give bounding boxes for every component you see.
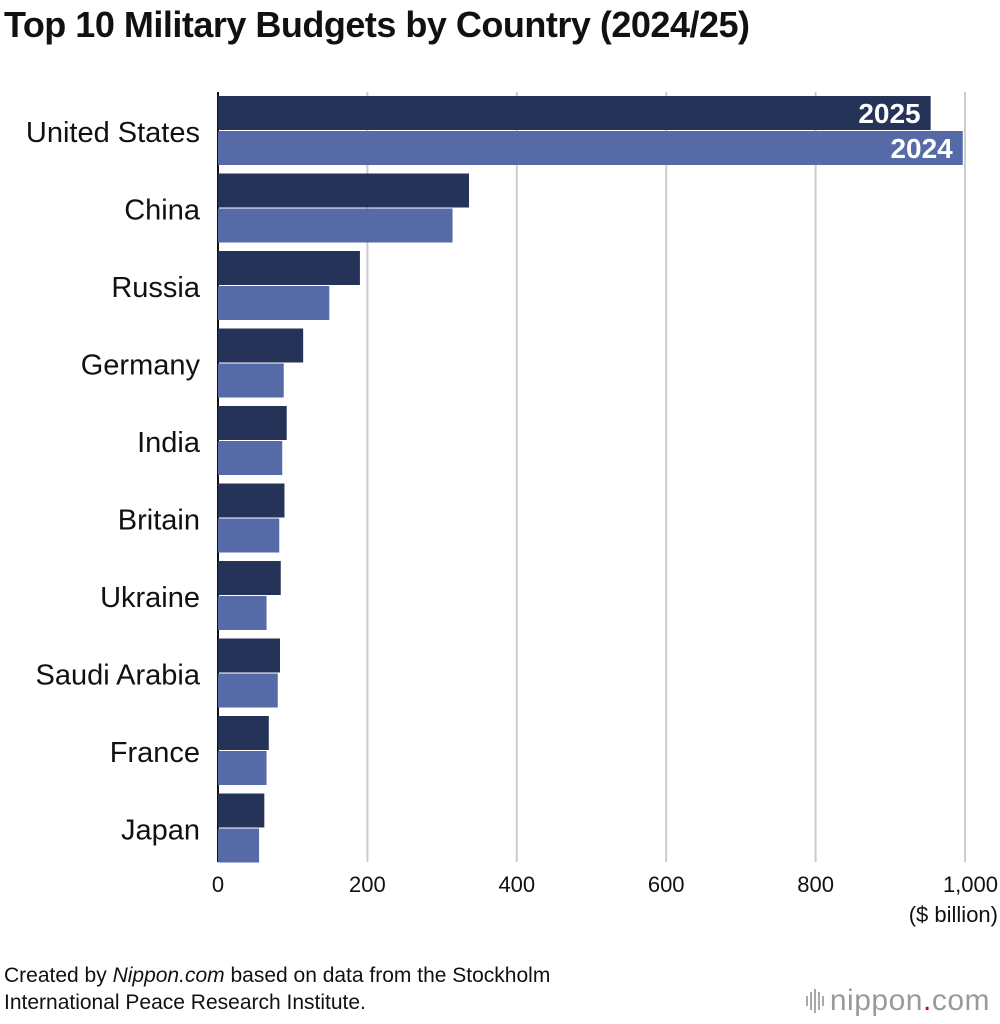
category-label: Japan xyxy=(121,815,200,847)
bar xyxy=(218,406,287,440)
category-label: China xyxy=(124,195,201,227)
bar xyxy=(218,131,963,165)
bar xyxy=(218,673,278,708)
category-label: United States xyxy=(26,117,200,149)
bar xyxy=(218,441,283,475)
source-line1-rest: based on data from the Stockholm xyxy=(224,964,551,987)
chart-title: Top 10 Military Budgets by Country (2024… xyxy=(4,4,750,45)
bar xyxy=(218,716,269,750)
source-brand: Nippon.com xyxy=(112,964,225,987)
x-tick-label: 400 xyxy=(498,872,535,897)
labels: 0 200 400 600 800 1,000 ($ billion) 2025 2024 Uni… xyxy=(26,98,998,927)
category-label: Russia xyxy=(111,272,201,304)
x-axis-label: ($ billion) xyxy=(909,902,998,927)
bar xyxy=(218,286,330,320)
source-note: Created by Nippon.com based on data from… xyxy=(4,962,550,1016)
bars xyxy=(218,96,963,863)
category-label: Britain xyxy=(118,505,200,537)
nippon-logo: nippon.com xyxy=(805,984,990,1018)
category-label: India xyxy=(137,427,201,459)
source-line2: International Peace Research Institute. xyxy=(4,991,366,1014)
bar xyxy=(218,208,453,243)
x-tick-label: 200 xyxy=(349,872,386,897)
bar xyxy=(218,751,267,785)
category-label: Ukraine xyxy=(100,582,200,614)
category-label: Saudi Arabia xyxy=(36,660,201,692)
series-label: 2024 xyxy=(890,133,953,164)
bar xyxy=(218,173,469,208)
bar xyxy=(218,596,267,630)
bar xyxy=(218,483,285,518)
bar xyxy=(218,793,265,828)
category-label: Germany xyxy=(81,350,201,382)
logo-text: nippon.com xyxy=(829,984,990,1017)
category-label: France xyxy=(110,737,200,769)
logo-mark-icon xyxy=(805,989,824,1013)
bar xyxy=(218,96,931,130)
bar xyxy=(218,328,304,363)
x-tick-label: 1,000 xyxy=(943,872,998,897)
x-tick-label: 600 xyxy=(648,872,685,897)
x-tick-label: 800 xyxy=(797,872,834,897)
bar xyxy=(218,518,280,553)
series-label: 2025 xyxy=(858,98,920,129)
bar xyxy=(218,561,281,595)
x-tick-label: 0 xyxy=(212,872,224,897)
bar xyxy=(218,251,360,285)
bar xyxy=(218,638,281,673)
bar xyxy=(218,828,260,863)
bar-chart: 0 200 400 600 800 1,000 ($ billion) 2025 2024 Uni… xyxy=(26,92,998,927)
bar xyxy=(218,363,284,398)
source-prefix: Created by xyxy=(4,964,113,987)
